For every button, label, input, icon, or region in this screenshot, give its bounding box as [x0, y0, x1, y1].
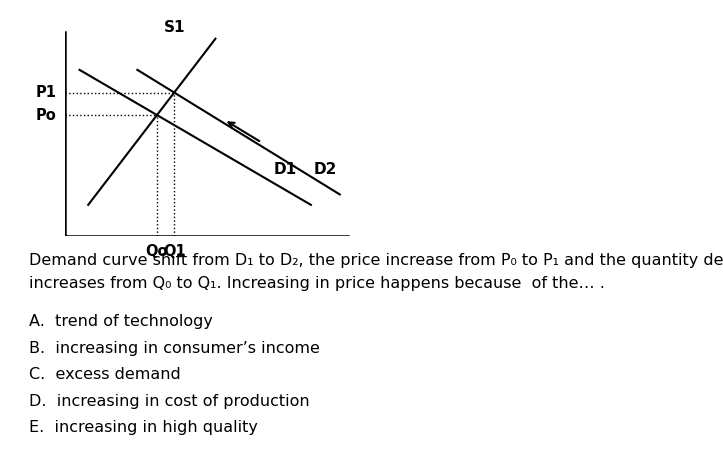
Text: S1: S1 — [164, 19, 186, 34]
Text: P1: P1 — [35, 85, 56, 100]
Text: Q1: Q1 — [163, 244, 186, 259]
Text: D1: D1 — [273, 162, 296, 177]
Text: D.  increasing in cost of production: D. increasing in cost of production — [29, 394, 309, 409]
Text: B.  increasing in consumer’s income: B. increasing in consumer’s income — [29, 341, 320, 356]
Text: E.  increasing in high quality: E. increasing in high quality — [29, 420, 258, 435]
Text: C.  excess demand: C. excess demand — [29, 367, 181, 382]
Text: Demand curve shift from D₁ to D₂, the price increase from P₀ to P₁ and the quant: Demand curve shift from D₁ to D₂, the pr… — [29, 253, 723, 268]
Text: A.  trend of technology: A. trend of technology — [29, 314, 213, 329]
Text: Qo: Qo — [146, 244, 168, 259]
Text: increases from Q₀ to Q₁. Increasing in price happens because  of the… .: increases from Q₀ to Q₁. Increasing in p… — [29, 276, 605, 291]
Text: Po: Po — [35, 108, 56, 123]
Text: D2: D2 — [314, 162, 337, 177]
